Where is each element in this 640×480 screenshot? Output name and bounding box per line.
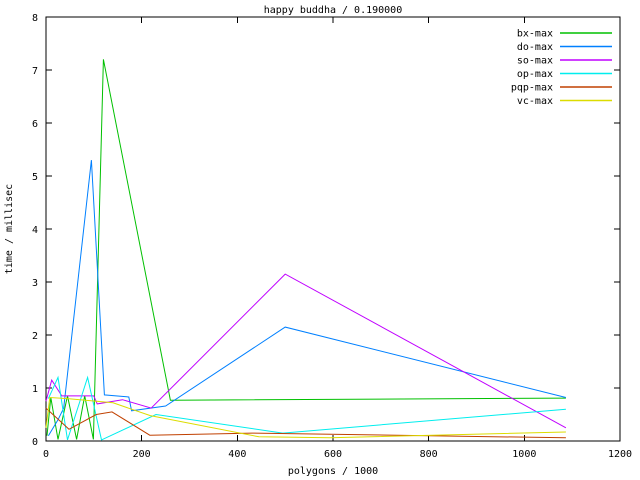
legend-label-do-max: do-max [517,42,553,53]
series-line-op-max [47,375,566,441]
y-tick-label: 0 [32,437,38,448]
x-tick-label: 1200 [608,449,632,460]
series-line-do-max [47,160,567,436]
y-tick-label: 2 [32,331,38,342]
y-tick-label: 4 [32,225,38,236]
x-tick-label: 800 [420,449,438,460]
x-tick-label: 0 [43,449,49,460]
y-tick-label: 3 [32,278,38,289]
legend-label-vc-max: vc-max [517,96,553,107]
x-tick-label: 200 [133,449,151,460]
series-line-vc-max [45,396,566,439]
x-tick-label: 400 [228,449,246,460]
legend-label-bx-max: bx-max [517,29,553,40]
y-tick-label: 8 [32,13,38,24]
series-line-pqp-max [45,407,566,439]
legend-label-op-max: op-max [517,69,553,80]
y-tick-label: 6 [32,119,38,130]
legend-label-pqp-max: pqp-max [511,83,553,94]
x-axis-label: polygons / 1000 [288,466,378,477]
legend-label-so-max: so-max [517,56,553,67]
x-tick-label: 1000 [512,449,536,460]
y-tick-label: 7 [32,66,38,77]
y-axis-label: time / millisec [4,184,15,274]
series-line-bx-max [46,59,566,440]
y-tick-label: 1 [32,384,38,395]
y-tick-label: 5 [32,172,38,183]
x-tick-label: 600 [324,449,342,460]
chart-title: happy buddha / 0.190000 [264,5,402,16]
series-line-so-max [45,273,567,429]
